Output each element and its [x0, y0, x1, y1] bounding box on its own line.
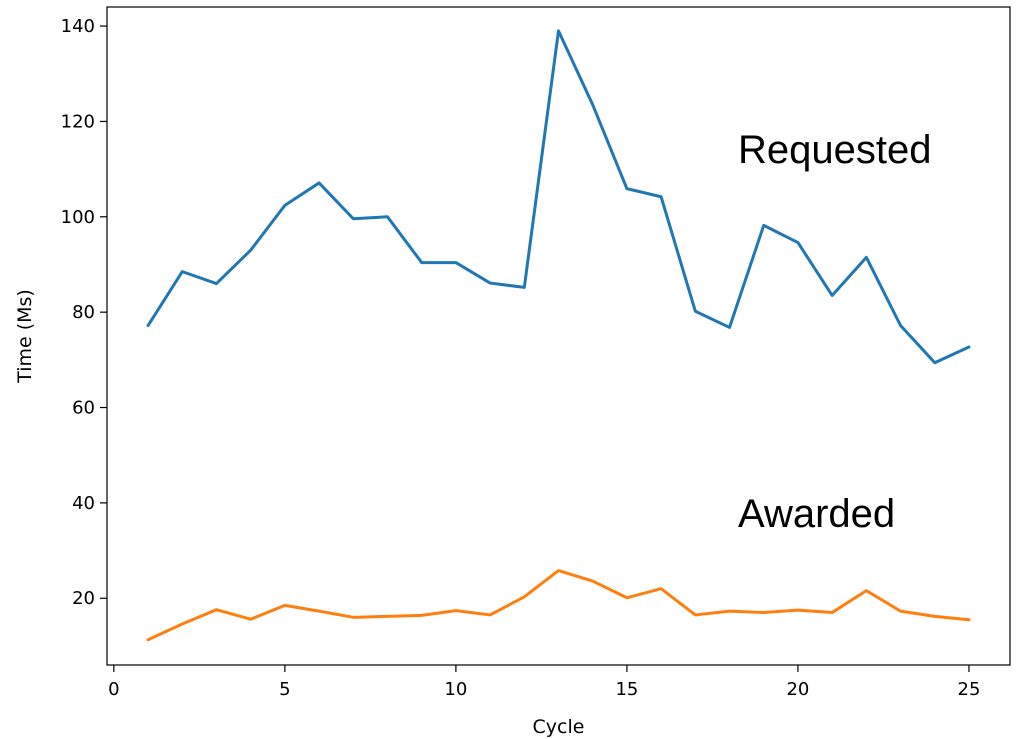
series-label-awarded: Awarded — [738, 492, 895, 536]
x-tick-label: 25 — [958, 679, 981, 700]
series-lines — [146, 29, 971, 642]
y-tick-label: 60 — [72, 398, 95, 419]
x-tick-label: 10 — [444, 679, 467, 700]
x-axis: 0 5 10 15 20 25 — [108, 665, 980, 700]
series-line-awarded — [146, 569, 971, 642]
y-tick-label: 40 — [72, 493, 95, 514]
x-tick-label: 0 — [108, 679, 119, 700]
plot-area — [106, 6, 1011, 666]
y-tick-label: 140 — [61, 16, 95, 37]
y-axis: 20 40 60 80 100 120 140 — [61, 16, 107, 609]
x-tick-label: 20 — [786, 679, 809, 700]
x-tick-label: 5 — [279, 679, 290, 700]
y-tick-label: 120 — [61, 111, 95, 132]
series-label-requested: Requested — [738, 128, 931, 172]
y-tick-label: 100 — [61, 207, 95, 228]
series-line-requested — [146, 29, 971, 365]
y-axis-label: Time (Ms) — [14, 289, 36, 384]
y-tick-label: 20 — [72, 588, 95, 609]
x-axis-label: Cycle — [533, 716, 585, 738]
x-tick-label: 15 — [615, 679, 638, 700]
y-tick-label: 80 — [72, 302, 95, 323]
